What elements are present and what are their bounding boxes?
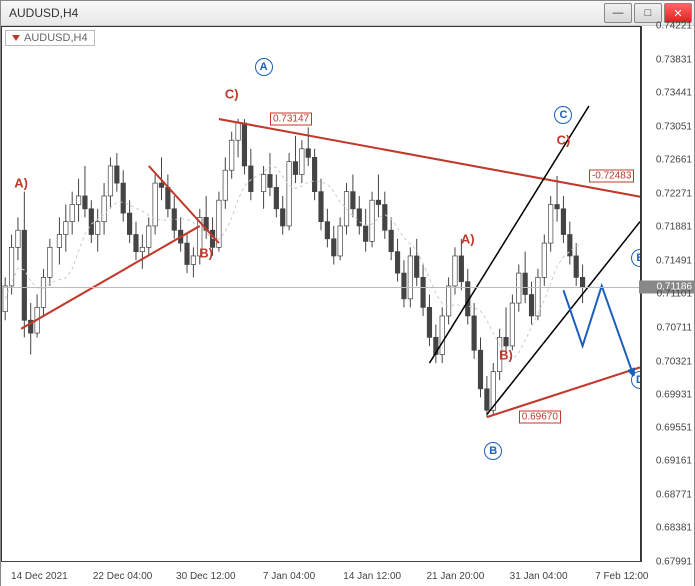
minimize-button[interactable]: — (604, 3, 632, 23)
price-annotation: -0.72483 (589, 169, 634, 182)
y-tick: 0.71101 (657, 289, 692, 300)
y-tick: 0.71881 (656, 222, 692, 233)
titlebar[interactable]: AUDUSD,H4 — □ ✕ (1, 1, 694, 26)
y-tick: 0.69551 (656, 422, 692, 433)
wave-label: C (554, 106, 572, 124)
wave-label: C) (557, 133, 571, 148)
y-tick: 0.69931 (656, 390, 692, 401)
price-annotation: 0.69670 (519, 411, 561, 424)
y-tick: 0.68771 (656, 489, 692, 500)
x-tick: 31 Jan 04:00 (510, 571, 568, 582)
y-tick: 0.68381 (656, 523, 692, 534)
wave-label: A (255, 58, 273, 76)
y-tick: 0.69161 (656, 456, 692, 467)
x-tick: 22 Dec 04:00 (93, 571, 153, 582)
y-tick: 0.72271 (656, 188, 692, 199)
x-tick: 14 Jan 12:00 (343, 571, 401, 582)
x-tick: 30 Dec 12:00 (176, 571, 236, 582)
y-tick: 0.72661 (656, 155, 692, 166)
y-tick: 0.73831 (656, 54, 692, 65)
wave-label: B) (199, 246, 213, 261)
wave-label: B) (499, 347, 513, 362)
y-tick: 0.73441 (656, 88, 692, 99)
price-annotation: 0.73147 (270, 113, 312, 126)
y-tick: 0.70321 (656, 356, 692, 367)
x-tick: 7 Jan 04:00 (263, 571, 315, 582)
wave-label: A) (461, 231, 475, 246)
y-tick: 0.71491 (656, 255, 692, 266)
y-tick: 0.73051 (656, 121, 692, 132)
chart-area[interactable]: AUDUSD,H4 A)B)C)AA)B)BC)CDE0.73147-0.724… (1, 26, 694, 586)
x-tick: 21 Jan 20:00 (426, 571, 484, 582)
x-axis: 14 Dec 2021 22 Dec 04:00 30 Dec 12:00 7 Jan… (1, 561, 641, 586)
wave-label: A) (14, 176, 28, 191)
plot-region[interactable]: A)B)C)AA)B)BC)CDE0.73147-0.724830.69670 (1, 26, 641, 562)
x-tick: 7 Feb 12:00 (595, 571, 648, 582)
wave-label: B (484, 442, 502, 460)
wave-label: C) (225, 86, 239, 101)
y-tick: 0.74221 (656, 21, 692, 32)
chart-svg (2, 27, 640, 561)
y-tick: 0.70711 (657, 322, 692, 333)
y-tick: 0.67991 (656, 557, 692, 568)
x-tick: 14 Dec 2021 (11, 571, 68, 582)
chart-window: AUDUSD,H4 — □ ✕ AUDUSD,H4 A) B) C) A A) B) B C)… (0, 0, 695, 586)
window-title: AUDUSD,H4 (9, 6, 78, 20)
current-price-hline (2, 287, 640, 288)
y-axis: 0.71186 0.742210.738310.734410.730510.72… (641, 26, 694, 562)
